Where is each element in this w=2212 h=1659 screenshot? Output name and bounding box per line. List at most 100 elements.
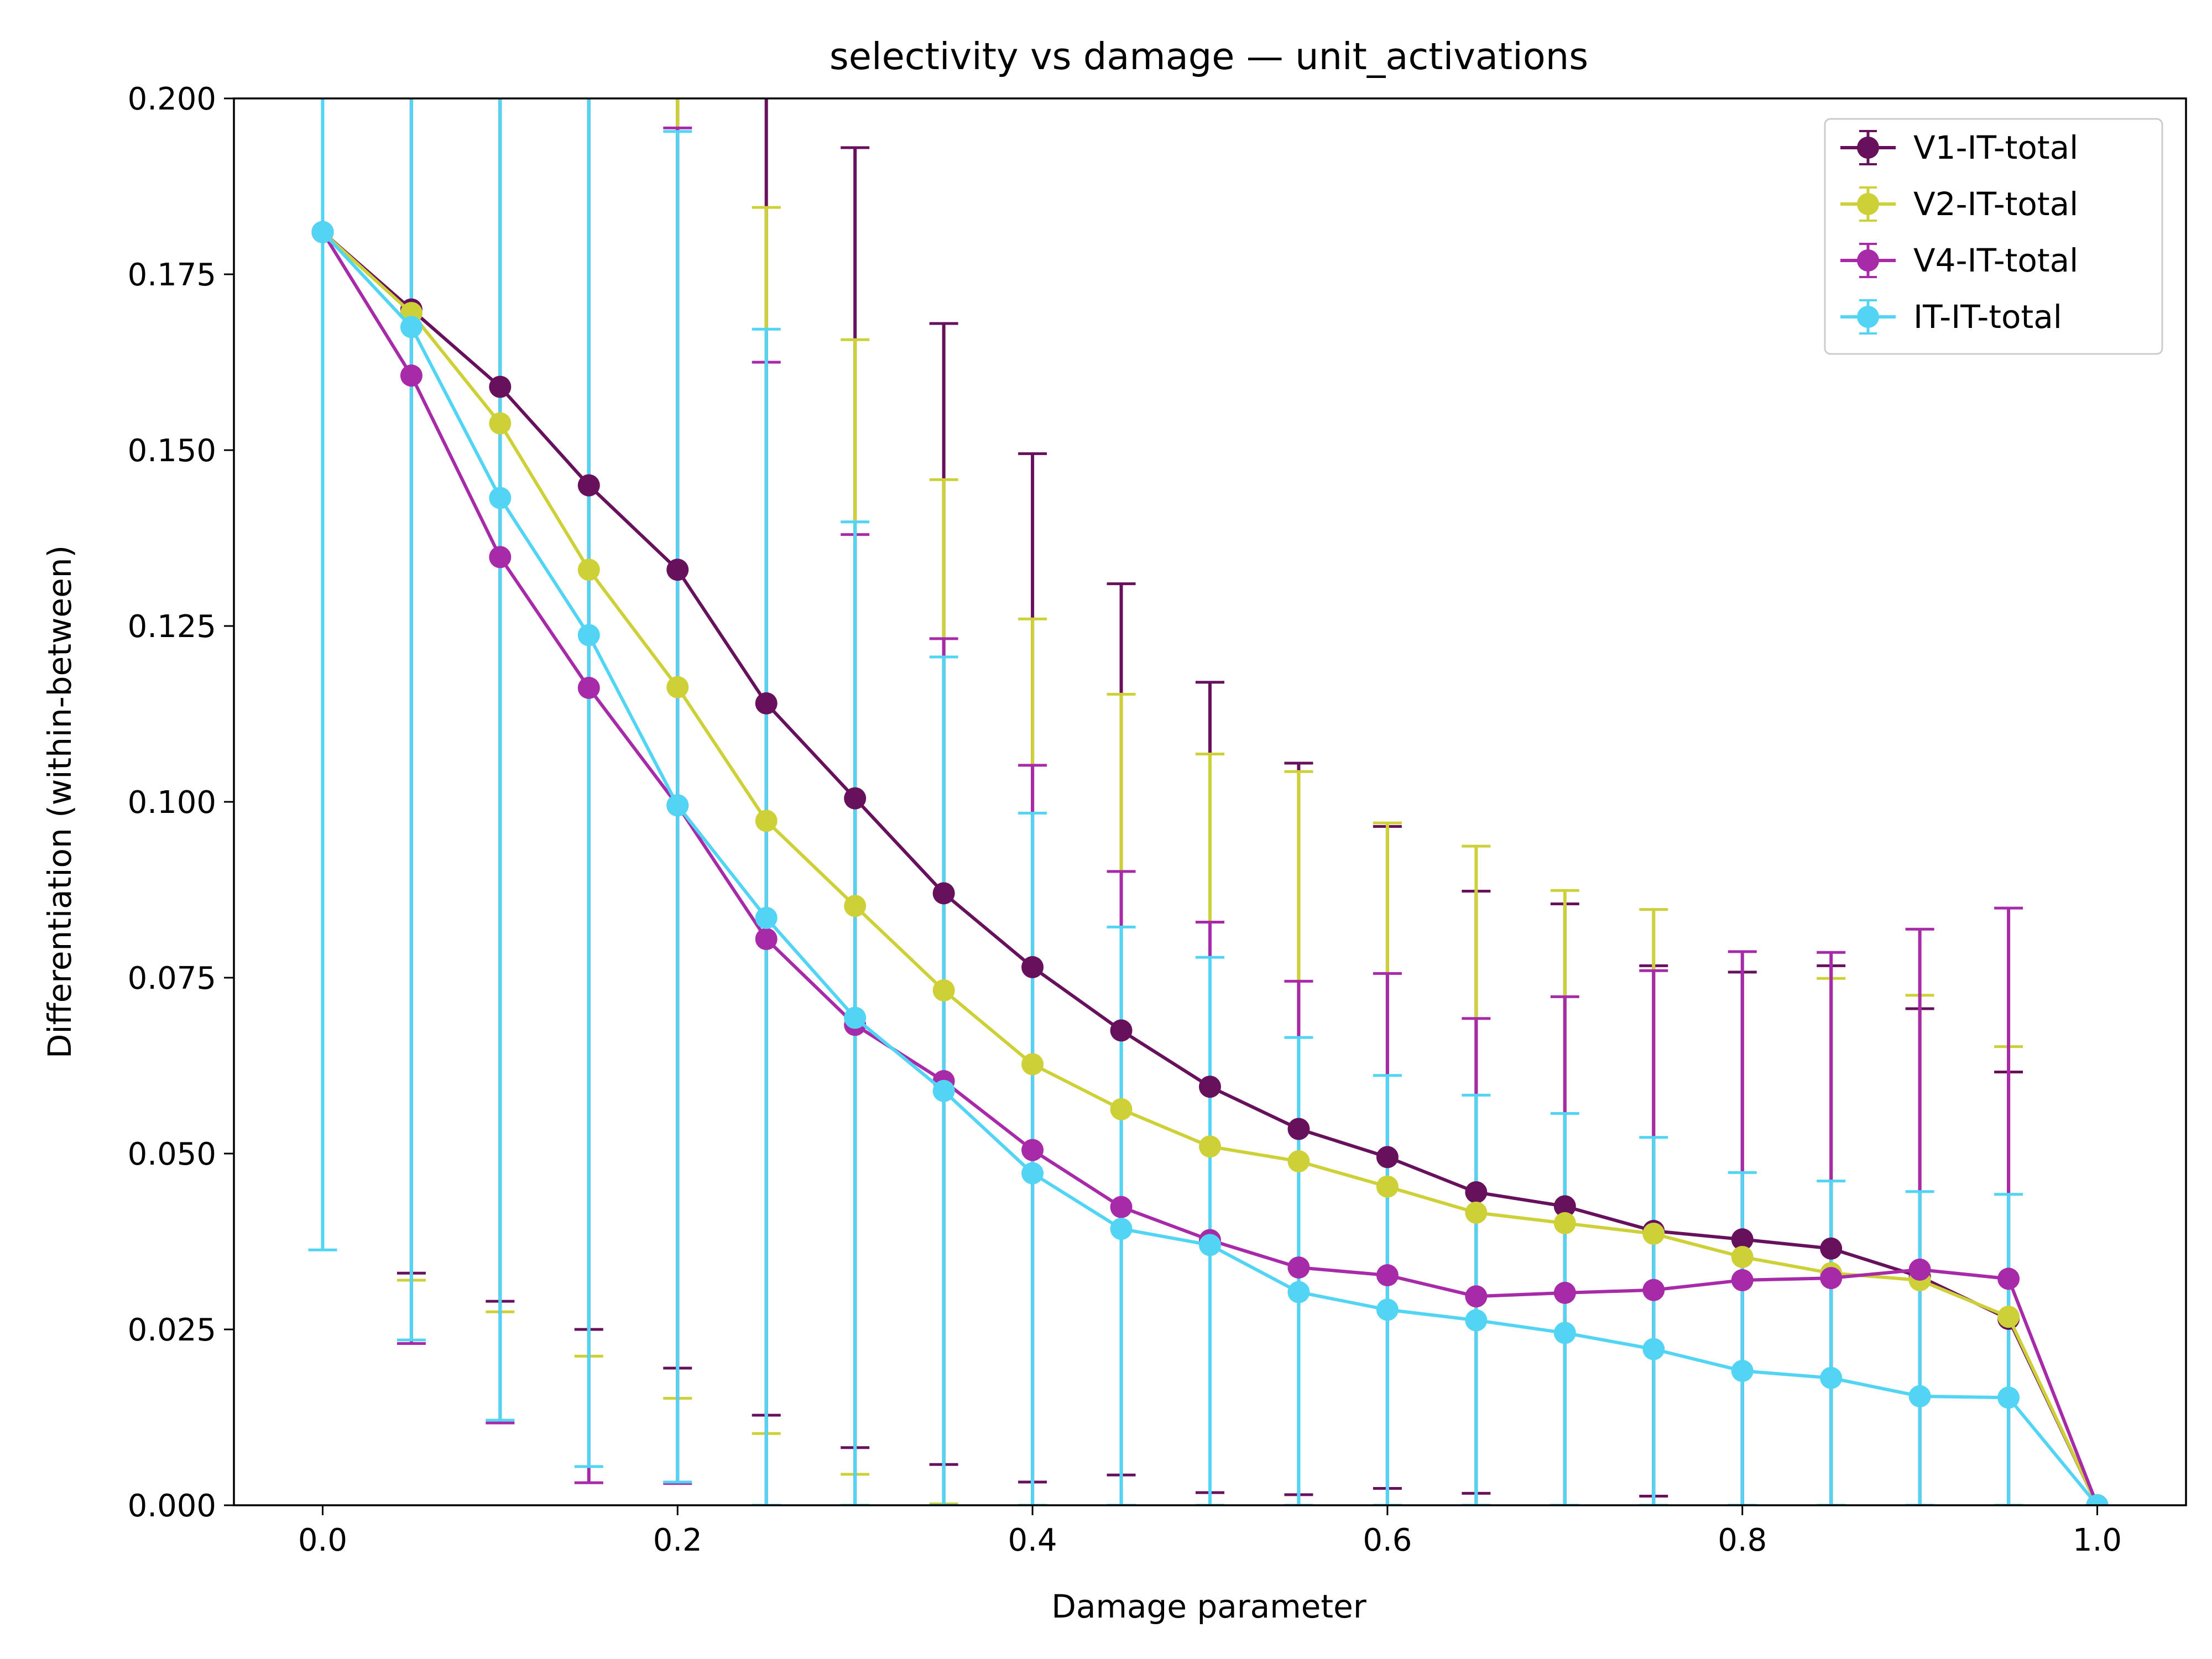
data-point — [755, 928, 778, 951]
data-point — [489, 412, 512, 435]
data-point — [1287, 1256, 1310, 1279]
data-point — [1465, 1309, 1488, 1332]
data-point — [1731, 1245, 1754, 1268]
data-point — [577, 559, 600, 581]
data-point — [932, 882, 955, 905]
data-point — [1110, 1218, 1133, 1240]
data-point — [577, 624, 600, 646]
legend-item: IT-IT-total — [1840, 298, 2062, 336]
data-point — [1465, 1285, 1488, 1308]
data-point — [1021, 1139, 1044, 1161]
legend-label: V2-IT-total — [1913, 185, 2078, 223]
data-point — [1908, 1258, 1931, 1281]
data-point — [2086, 1494, 2109, 1505]
data-point — [1642, 1279, 1665, 1301]
data-point — [1731, 1228, 1754, 1251]
data-point — [1199, 1076, 1221, 1098]
data-point — [666, 794, 689, 817]
data-point — [844, 895, 867, 917]
data-point — [1553, 1212, 1576, 1234]
legend-item: V2-IT-total — [1840, 185, 2078, 223]
legend-label: V1-IT-total — [1913, 129, 2078, 166]
data-point — [1287, 1281, 1310, 1303]
legend-marker — [1857, 137, 1879, 159]
data-point — [1287, 1150, 1310, 1172]
x-tick-label: 0.6 — [1363, 1522, 1412, 1558]
data-point — [1820, 1237, 1843, 1260]
data-point — [1199, 1234, 1221, 1256]
legend-marker — [1857, 193, 1879, 215]
data-point — [400, 364, 422, 387]
data-point — [400, 316, 422, 338]
legend-marker — [1857, 306, 1879, 328]
axes: 0.0 0.2 0.4 0.6 0.8 1.0 0.000 0.025 0.050 0.075 0.… — [128, 81, 2122, 1558]
data-point — [577, 474, 600, 497]
data-point — [1997, 1267, 2020, 1290]
data-point — [1553, 1281, 1576, 1304]
data-point — [1287, 1118, 1310, 1140]
y-tick-label: 0.100 — [128, 785, 216, 821]
y-tick-label: 0.175 — [128, 257, 216, 293]
y-tick-label: 0.125 — [128, 609, 216, 645]
data-point — [1110, 1196, 1133, 1218]
data-point — [1021, 1053, 1044, 1076]
data-point — [1997, 1306, 2020, 1328]
data-point — [1553, 1322, 1576, 1344]
data-point — [1997, 1386, 2020, 1409]
legend: V1-IT-total V2-IT-total V4-IT-total IT-IT-t… — [1824, 118, 2163, 355]
y-tick-label: 0.000 — [128, 1488, 216, 1524]
chart-title: selectivity vs damage — unit_activations — [830, 35, 1588, 78]
plot-area — [308, 98, 2109, 1505]
x-tick-label: 0.8 — [1718, 1522, 1767, 1558]
y-tick-label: 0.075 — [128, 961, 216, 997]
x-tick-label: 0.0 — [298, 1522, 347, 1558]
x-axis-label: Damage parameter — [1051, 1588, 1366, 1625]
data-point — [489, 487, 512, 509]
x-tick-label: 0.2 — [653, 1522, 702, 1558]
series-line-group-V2-IT-total — [311, 221, 2109, 1505]
data-point — [666, 676, 689, 698]
data-point — [932, 1079, 955, 1102]
data-point — [844, 1006, 867, 1029]
legend-item: V4-IT-total — [1840, 242, 2078, 279]
data-point — [1820, 1267, 1843, 1290]
legend-item: V1-IT-total — [1840, 129, 2078, 166]
data-point — [1908, 1385, 1931, 1407]
data-point — [1376, 1264, 1399, 1287]
data-point — [1731, 1360, 1754, 1383]
data-point — [844, 787, 867, 810]
data-point — [932, 979, 955, 1001]
data-point — [1465, 1201, 1488, 1224]
data-point — [666, 559, 689, 581]
data-point — [1376, 1175, 1399, 1198]
data-point — [489, 375, 512, 398]
data-point — [1376, 1146, 1399, 1168]
data-point — [1376, 1298, 1399, 1321]
data-point — [311, 221, 334, 243]
data-point — [755, 906, 778, 929]
legend-label: V4-IT-total — [1913, 242, 2078, 279]
plot-frame — [233, 97, 2187, 1506]
data-point — [1731, 1269, 1754, 1291]
legend-box — [1824, 118, 2163, 355]
y-tick-label: 0.150 — [128, 433, 216, 469]
data-point — [1642, 1223, 1665, 1245]
x-tick-label: 0.4 — [1008, 1522, 1057, 1558]
data-point — [1465, 1181, 1488, 1203]
y-axis-label: Differentiation (within-between) — [41, 545, 79, 1058]
data-point — [1110, 1098, 1133, 1120]
data-point — [577, 676, 600, 699]
data-point — [755, 810, 778, 832]
x-tick-label: 1.0 — [2073, 1522, 2122, 1558]
y-tick-label: 0.050 — [128, 1136, 216, 1172]
data-point — [1553, 1195, 1576, 1218]
legend-marker — [1857, 249, 1879, 272]
data-point — [1199, 1135, 1221, 1158]
data-point — [755, 692, 778, 714]
data-point — [1642, 1338, 1665, 1360]
series-line-group-IT-IT-total — [311, 221, 2109, 1505]
data-point — [1021, 1162, 1044, 1185]
y-tick-label: 0.025 — [128, 1312, 216, 1348]
data-point — [1021, 956, 1044, 978]
